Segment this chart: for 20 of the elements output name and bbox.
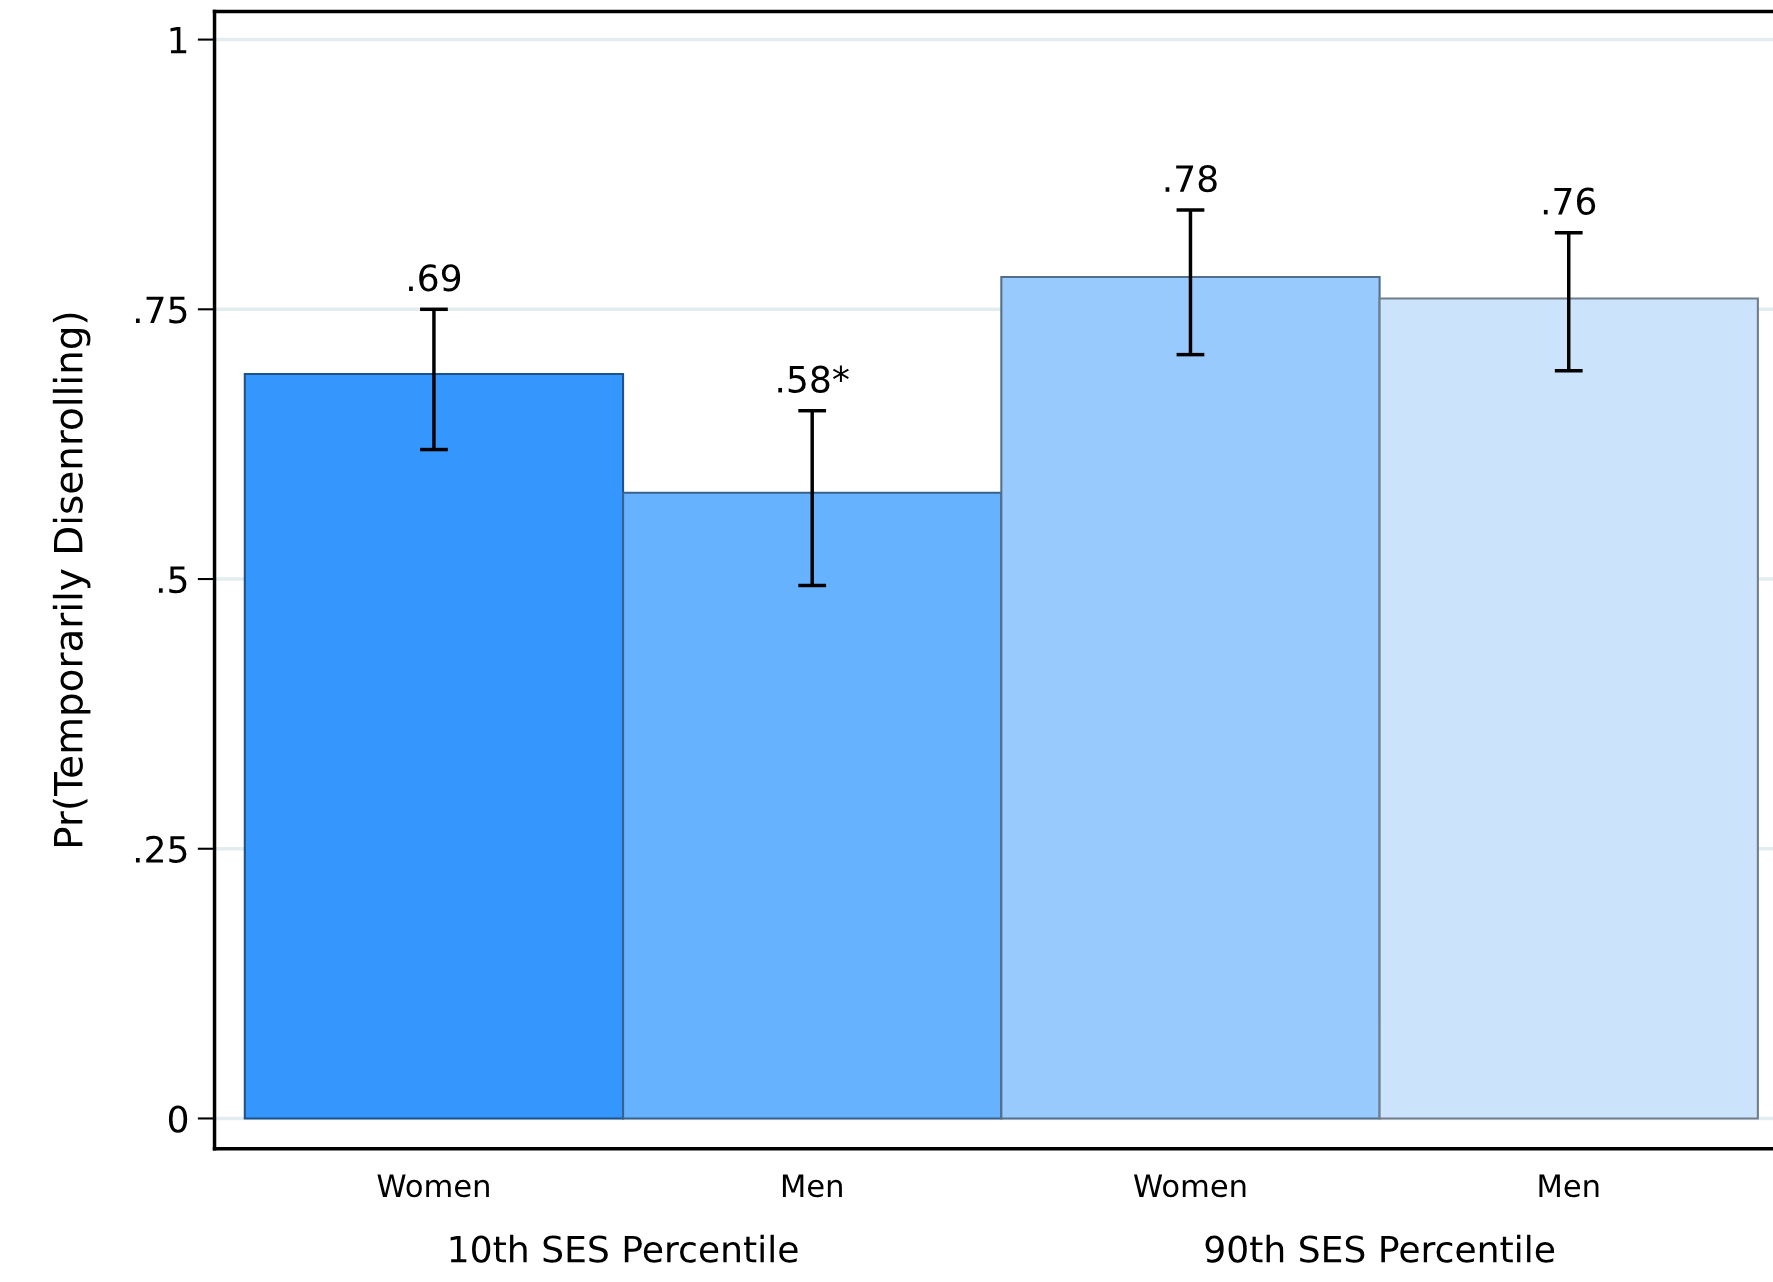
y-tick-label: .5 <box>158 566 187 594</box>
y-tick-label: .25 <box>135 835 187 863</box>
bar <box>1000 275 1381 1120</box>
x-tick-label: Women <box>377 1174 489 1198</box>
data-label: .69 <box>409 264 461 292</box>
data-label: .78 <box>1165 164 1217 193</box>
x-tick-label: Women <box>1133 1174 1246 1198</box>
y-axis-title: Pr(Temporarily Disenrolling) <box>52 313 91 847</box>
data-label: .58* <box>778 365 849 393</box>
bar <box>622 491 1003 1120</box>
y-tick-label: 1 <box>170 26 187 54</box>
x-tick-label: Men <box>782 1174 842 1198</box>
x-tick-label: Men <box>1539 1174 1599 1198</box>
text: 90th SES Percentile <box>1205 1234 1555 1263</box>
data-label: .76 <box>1543 187 1596 215</box>
bar <box>243 373 625 1120</box>
y-tick-label: .75 <box>135 296 187 324</box>
text: 10th SES Percentile <box>450 1234 798 1263</box>
bar <box>1378 297 1759 1120</box>
y-tick-label: 0 <box>168 1105 188 1133</box>
